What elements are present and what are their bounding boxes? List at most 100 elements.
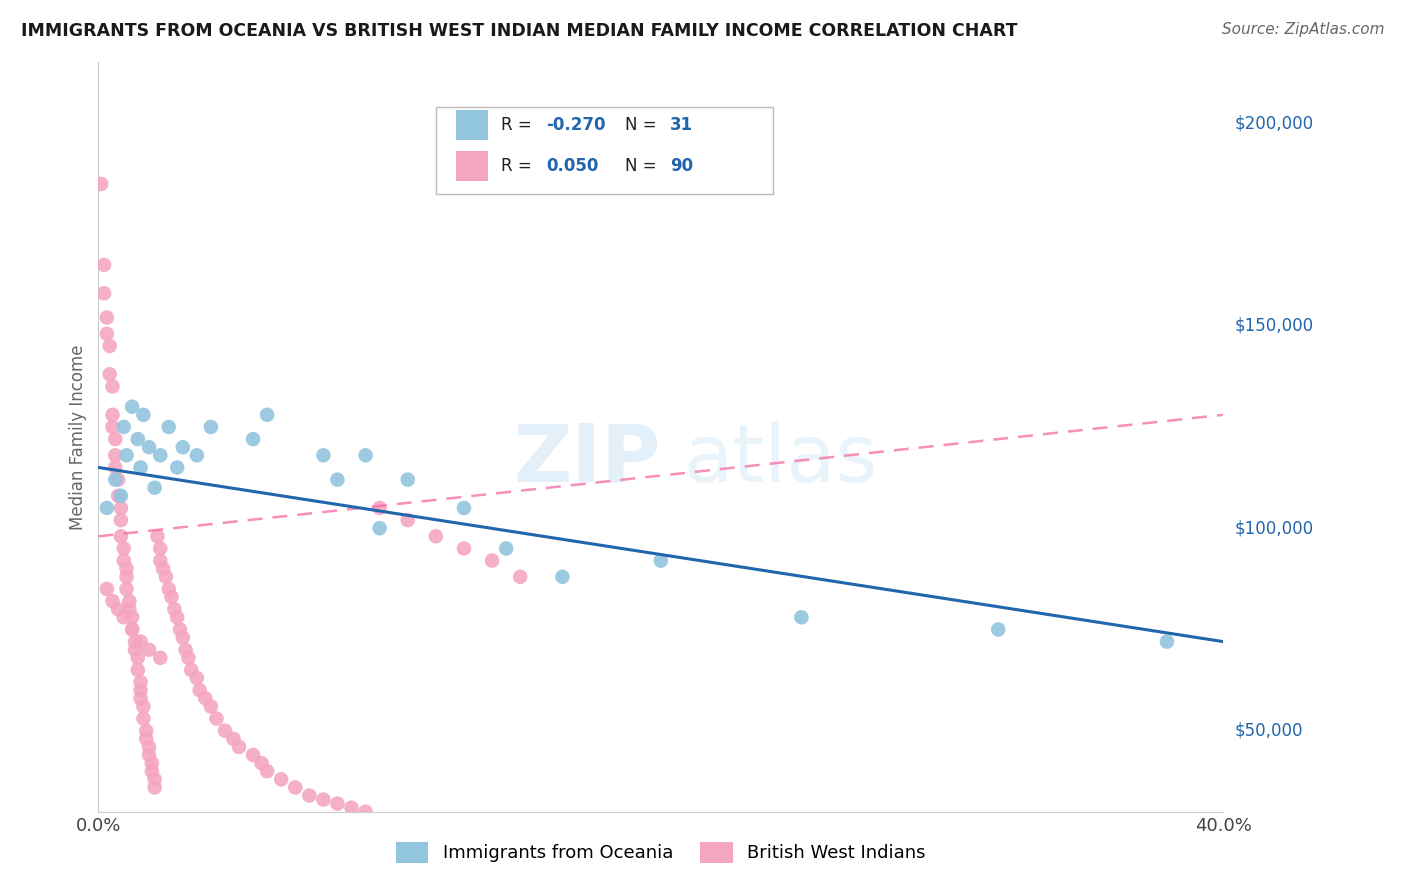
Point [135,731,157,746]
Point [112,553,135,567]
Text: -0.270: -0.270 [546,116,606,134]
Point [121,623,143,637]
Point [96,500,118,515]
Point [155,570,177,584]
Point [104,432,127,446]
Point [132,408,155,422]
Text: 31: 31 [669,116,693,134]
Point [326,797,349,811]
Point [107,473,129,487]
Point [104,448,127,462]
Point [250,756,273,771]
Point [118,602,141,616]
Point [284,780,307,795]
Point [138,747,160,762]
Text: IMMIGRANTS FROM OCEANIA VS BRITISH WEST INDIAN MEDIAN FAMILY INCOME CORRELATION : IMMIGRANTS FROM OCEANIA VS BRITISH WEST … [21,22,1018,40]
Point [96,310,118,325]
Point [368,500,391,515]
Point [129,683,152,698]
Point [129,691,152,706]
Point [200,699,222,714]
Y-axis label: Median Family Income: Median Family Income [69,344,87,530]
Point [256,408,278,422]
Point [101,594,124,608]
Point [149,553,172,567]
Text: R =: R = [501,116,537,134]
Point [166,460,188,475]
Point [270,772,292,787]
Point [118,594,141,608]
Point [132,712,155,726]
Text: 90: 90 [669,157,693,175]
Text: N =: N = [624,157,662,175]
Point [96,582,118,596]
Point [110,529,132,543]
Point [312,792,335,806]
Point [107,489,129,503]
Point [186,671,208,685]
Legend: Immigrants from Oceania, British West Indians: Immigrants from Oceania, British West In… [388,835,934,870]
Text: 0.050: 0.050 [546,157,599,175]
Point [481,553,503,567]
Text: $200,000: $200,000 [1234,114,1313,132]
Point [127,432,149,446]
Point [129,675,152,690]
Point [112,541,135,556]
Point [160,590,183,604]
Point [129,634,152,648]
Point [194,691,217,706]
Point [110,500,132,515]
Point [132,699,155,714]
Point [138,642,160,657]
Point [98,339,121,353]
Point [157,582,180,596]
Point [110,489,132,503]
Point [135,723,157,738]
Point [790,610,813,624]
Point [93,286,115,301]
Point [143,772,166,787]
Point [152,562,174,576]
Point [172,631,194,645]
Point [98,368,121,382]
Point [453,541,475,556]
Point [298,789,321,803]
Point [166,610,188,624]
Point [107,602,129,616]
Point [124,634,146,648]
Point [157,420,180,434]
Point [127,663,149,677]
Point [90,177,112,191]
Point [396,513,419,527]
Point [149,448,172,462]
Point [368,521,391,535]
Point [163,602,186,616]
Point [112,420,135,434]
Point [112,610,135,624]
Point [205,712,228,726]
Point [127,650,149,665]
Point [141,756,163,771]
Text: $100,000: $100,000 [1234,519,1313,537]
Point [96,326,118,341]
Point [121,610,143,624]
Point [124,642,146,657]
Point [115,570,138,584]
Text: R =: R = [501,157,537,175]
Point [312,448,335,462]
Point [256,764,278,779]
Bar [456,111,488,140]
Point [425,529,447,543]
Point [110,513,132,527]
Point [340,800,363,814]
Point [242,747,264,762]
Point [101,379,124,393]
Point [396,473,419,487]
Point [93,258,115,272]
Point [222,731,245,746]
Point [143,481,166,495]
Point [987,623,1010,637]
Text: N =: N = [624,116,662,134]
Point [214,723,236,738]
Point [495,541,517,556]
